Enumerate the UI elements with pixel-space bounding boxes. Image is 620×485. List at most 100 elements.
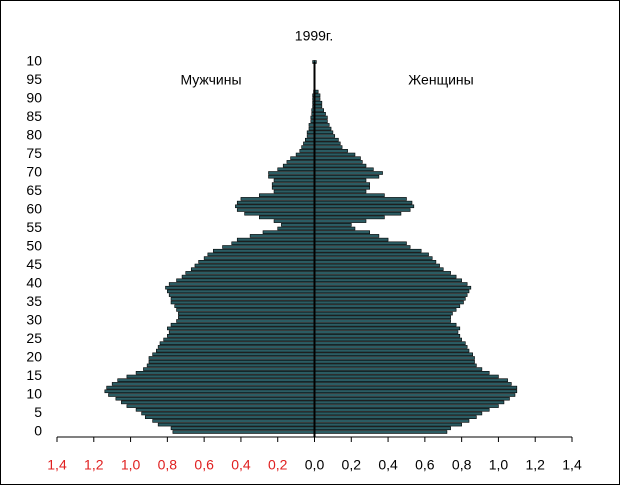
bar xyxy=(176,308,315,312)
bar xyxy=(156,348,315,353)
bar xyxy=(314,348,470,353)
x-tick-label: 1,4 xyxy=(562,457,582,473)
bar xyxy=(167,289,315,294)
bar xyxy=(314,130,334,135)
bar xyxy=(314,326,461,331)
bar xyxy=(314,337,462,342)
bar xyxy=(178,315,315,320)
bar xyxy=(314,315,451,320)
x-tick-label: 0,2 xyxy=(342,457,362,473)
bar xyxy=(121,400,315,405)
bar xyxy=(152,419,315,423)
bar xyxy=(314,422,462,427)
bar xyxy=(299,149,315,153)
y-tick-label: 90 xyxy=(26,90,42,106)
bar xyxy=(314,334,461,338)
x-tick-label: 0,8 xyxy=(158,457,178,473)
bar xyxy=(314,282,468,286)
bar xyxy=(262,230,315,234)
bar xyxy=(314,311,453,316)
bar xyxy=(314,304,461,308)
bar xyxy=(314,256,433,260)
bar xyxy=(273,219,315,223)
y-tick-label: 50 xyxy=(26,238,42,254)
bar xyxy=(235,204,315,209)
bar xyxy=(170,297,315,301)
bar xyxy=(143,367,315,371)
bar xyxy=(190,267,315,271)
bar xyxy=(314,382,512,386)
y-tick-label: 95 xyxy=(26,71,42,87)
bar xyxy=(111,382,315,386)
bar xyxy=(314,215,385,220)
bar xyxy=(314,145,343,149)
bar xyxy=(314,400,505,405)
bar xyxy=(176,278,315,283)
bar xyxy=(168,330,315,334)
bar xyxy=(314,308,457,312)
bar xyxy=(314,104,323,109)
bar xyxy=(314,237,389,242)
bar xyxy=(271,186,315,190)
bar xyxy=(314,389,518,394)
x-tick-label: 1,4 xyxy=(47,457,67,473)
bar xyxy=(163,337,315,342)
bar xyxy=(314,174,380,179)
bar xyxy=(314,112,326,116)
bar xyxy=(185,271,315,275)
bar xyxy=(314,278,462,283)
bar xyxy=(126,404,315,408)
bar xyxy=(314,189,367,194)
x-tick-label: 1,2 xyxy=(84,457,104,473)
bar xyxy=(126,374,315,379)
bar xyxy=(314,108,324,112)
bar xyxy=(146,363,315,368)
bar xyxy=(314,126,332,131)
bar xyxy=(207,252,315,257)
bar xyxy=(170,300,315,305)
bar xyxy=(259,193,315,197)
bar xyxy=(314,404,499,408)
bar xyxy=(314,137,339,142)
bar xyxy=(286,160,315,164)
x-tick-label: 0,6 xyxy=(194,457,214,473)
bar xyxy=(314,178,367,183)
bar xyxy=(314,371,490,375)
bar xyxy=(295,152,315,157)
bar xyxy=(178,311,315,316)
y-tick-label: 30 xyxy=(26,312,42,328)
bar xyxy=(305,137,315,142)
bar xyxy=(314,193,385,197)
bar xyxy=(240,197,315,201)
bar xyxy=(181,274,315,279)
bar xyxy=(222,245,315,249)
bar xyxy=(157,422,315,427)
bar xyxy=(314,245,411,249)
bar xyxy=(104,389,315,394)
bar xyxy=(314,119,328,123)
bar xyxy=(314,378,508,382)
bar xyxy=(273,178,315,183)
bar xyxy=(314,267,444,271)
bar xyxy=(314,200,413,205)
bar xyxy=(106,385,315,390)
bar xyxy=(314,363,477,368)
bar xyxy=(231,241,315,246)
bar xyxy=(301,145,315,149)
bar xyxy=(314,167,374,172)
bar xyxy=(198,260,315,264)
y-tick-label: 5 xyxy=(34,404,42,420)
bar xyxy=(314,263,440,268)
bar xyxy=(314,367,483,371)
bar xyxy=(176,319,315,323)
bar xyxy=(314,197,407,201)
bar xyxy=(314,385,518,390)
bar xyxy=(314,352,473,357)
bar xyxy=(314,219,367,223)
y-tick-label: 25 xyxy=(26,330,42,346)
bar xyxy=(314,411,483,416)
bar xyxy=(314,426,451,431)
bar xyxy=(314,241,407,246)
bar xyxy=(314,297,466,301)
